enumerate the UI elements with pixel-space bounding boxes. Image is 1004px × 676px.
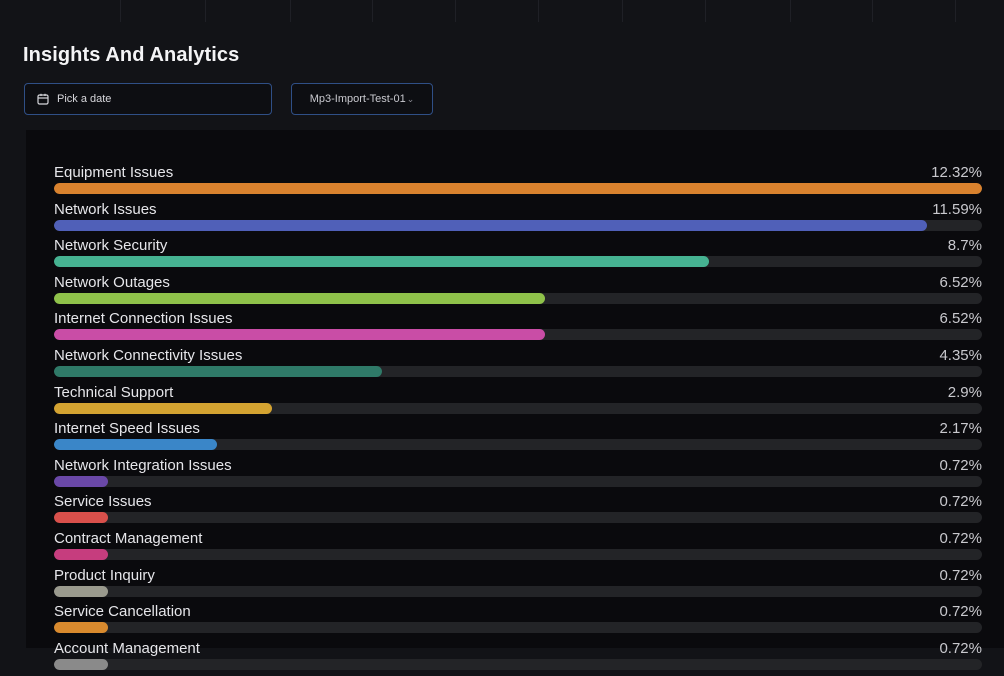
calendar-icon — [37, 93, 49, 105]
bar-value-label: 0.72% — [939, 493, 982, 511]
bar-row: Internet Speed Issues 2.17% — [54, 420, 982, 457]
bar-value-label: 11.59% — [932, 200, 982, 218]
bar — [54, 475, 109, 487]
bar-value-label: 6.52% — [939, 310, 982, 328]
bar-row: Product Inquiry 0.72% — [54, 567, 982, 604]
bar-track — [54, 439, 982, 451]
project-select-label: Mp3-Import-Test-01 — [309, 93, 406, 105]
bar-track — [54, 219, 982, 231]
bar-label: Service Issues — [54, 493, 152, 511]
bar-label: Technical Support — [54, 383, 174, 401]
bar-track — [54, 256, 982, 268]
bar-track — [54, 183, 982, 194]
bar-row: Account Management 0.72% — [54, 640, 982, 676]
bar-track — [54, 512, 982, 524]
bar-value-label: 8.7% — [947, 237, 982, 255]
bar-track — [54, 658, 982, 670]
bar-value-label: 4.35% — [939, 346, 982, 364]
bar-row: Internet Connection Issues 6.52% — [54, 310, 982, 347]
top-strip — [0, 0, 1004, 24]
bar-row: Contract Management 0.72% — [54, 530, 982, 567]
page-title: Insights And Analytics — [23, 44, 240, 66]
bar — [54, 402, 273, 414]
bar — [54, 512, 109, 524]
date-picker-button[interactable]: Pick a date — [24, 83, 272, 115]
bar — [54, 329, 546, 341]
bar-row: Network Integration Issues 0.72% — [54, 457, 982, 494]
bar-track — [54, 292, 982, 304]
bar-row: Network Outages 6.52% — [54, 274, 982, 311]
bar — [54, 585, 109, 597]
bar-row: Service Issues 0.72% — [54, 493, 982, 530]
bar-label: Network Integration Issues — [54, 456, 232, 474]
bar — [54, 622, 109, 634]
bar-label: Network Issues — [54, 200, 157, 218]
bar-label: Internet Speed Issues — [54, 420, 200, 438]
bar — [54, 365, 382, 377]
bar — [54, 439, 218, 451]
bar-row: Service Cancellation 0.72% — [54, 603, 982, 640]
bar-value-label: 2.17% — [939, 420, 982, 438]
bar — [54, 183, 982, 194]
bar — [54, 292, 546, 304]
bar-track — [54, 402, 982, 414]
bar-value-label: 0.72% — [939, 456, 982, 474]
bar-label: Contract Management — [54, 529, 203, 547]
bar-label: Internet Connection Issues — [54, 310, 233, 328]
bar-value-label: 0.72% — [939, 529, 982, 547]
bar — [54, 219, 927, 231]
bar-row: Network Security 8.7% — [54, 237, 982, 274]
bar-track — [54, 622, 982, 634]
bar-row: Network Issues 11.59% — [54, 201, 982, 238]
bar-row: Equipment Issues 12.32% — [54, 164, 982, 201]
bar-track — [54, 365, 982, 377]
bar-label: Account Management — [54, 639, 200, 657]
bar-label: Service Cancellation — [54, 603, 191, 621]
bar-value-label: 0.72% — [939, 639, 982, 657]
bar-label: Equipment Issues — [54, 164, 174, 181]
bar — [54, 658, 109, 670]
bar-label: Network Outages — [54, 273, 170, 291]
bar-track — [54, 585, 982, 597]
bar-label: Product Inquiry — [54, 566, 155, 584]
bar-value-label: 0.72% — [939, 603, 982, 621]
bar-track — [54, 475, 982, 487]
bar-track — [54, 548, 982, 560]
bar — [54, 548, 109, 560]
bar-value-label: 2.9% — [947, 383, 982, 401]
bar-value-label: 12.32% — [931, 164, 982, 181]
bar-track — [54, 329, 982, 341]
bar-label: Network Security — [54, 237, 168, 255]
date-picker-label: Pick a date — [57, 93, 112, 105]
bar-value-label: 0.72% — [939, 566, 982, 584]
bar-row: Network Connectivity Issues 4.35% — [54, 347, 982, 384]
bar-label: Network Connectivity Issues — [54, 346, 243, 364]
chevron-down-icon: ⌄ — [406, 93, 415, 104]
project-select[interactable]: Mp3-Import-Test-01 ⌄ — [291, 83, 433, 115]
bar-value-label: 6.52% — [939, 273, 982, 291]
analytics-panel: Equipment Issues 12.32% Network Issues 11.5… — [26, 130, 1004, 670]
bar — [54, 256, 710, 268]
category-bar-chart: Equipment Issues 12.32% Network Issues 11.5… — [54, 164, 982, 676]
bar-row: Technical Support 2.9% — [54, 384, 982, 421]
